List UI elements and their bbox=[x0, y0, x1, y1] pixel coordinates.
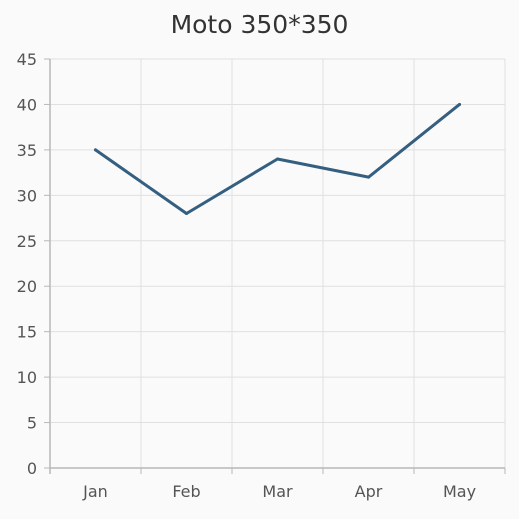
data-point bbox=[94, 148, 97, 152]
y-tick-label: 30 bbox=[17, 186, 37, 205]
y-tick-label: 0 bbox=[27, 459, 37, 478]
x-tick-label: May bbox=[443, 482, 476, 501]
data-point bbox=[458, 102, 461, 106]
data-point bbox=[276, 157, 279, 161]
axes bbox=[49, 59, 505, 474]
series-layer bbox=[94, 102, 461, 216]
y-tick-label: 5 bbox=[27, 414, 37, 433]
y-tick-label: 25 bbox=[17, 232, 37, 251]
data-point bbox=[185, 212, 188, 216]
x-tick-label: Jan bbox=[82, 482, 108, 501]
y-tick-label: 10 bbox=[17, 368, 37, 387]
y-tick-label: 20 bbox=[17, 277, 37, 296]
x-tick-label: Mar bbox=[262, 482, 293, 501]
x-tick-label: Apr bbox=[355, 482, 383, 501]
data-point bbox=[367, 175, 370, 179]
y-tick-label: 40 bbox=[17, 95, 37, 114]
chart-title: Moto 350*350 bbox=[170, 10, 349, 39]
grid-lines bbox=[50, 58, 506, 468]
y-tick-label: 15 bbox=[17, 323, 37, 342]
y-tick-label: 35 bbox=[17, 141, 37, 160]
x-tick-label: Feb bbox=[172, 482, 200, 501]
x-axis-ticks: Jan Feb Mar Apr May bbox=[49, 468, 506, 501]
y-tick-label: 45 bbox=[17, 50, 37, 69]
y-axis-ticks: 0 5 10 15 20 25 30 35 40 45 bbox=[17, 50, 50, 478]
